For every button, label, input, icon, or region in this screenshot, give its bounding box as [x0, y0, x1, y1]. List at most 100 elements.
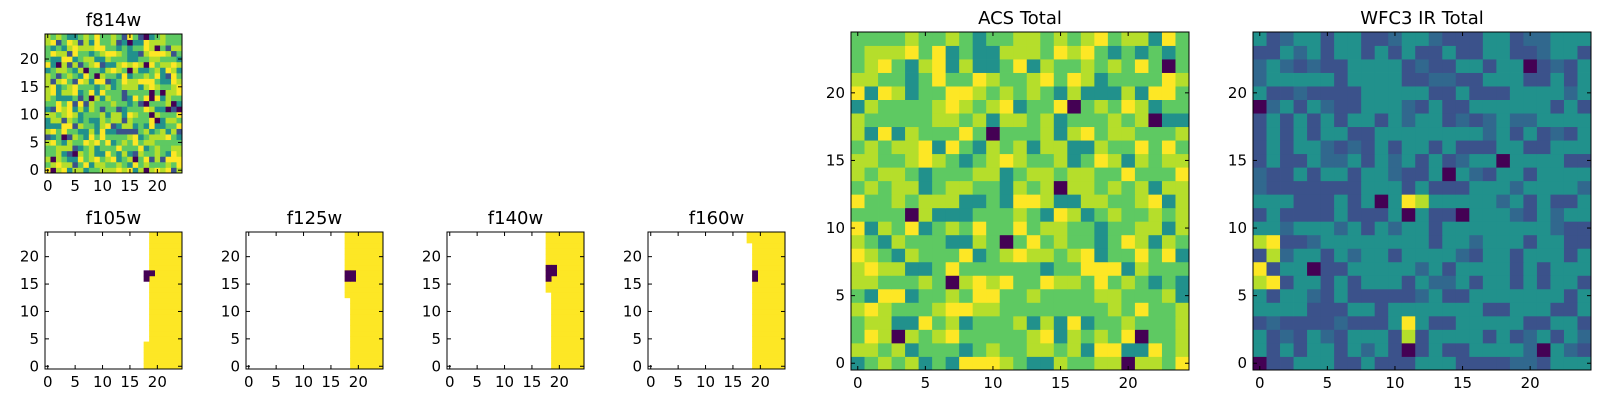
heatmap-cell [116, 139, 123, 146]
filled-row [143, 358, 183, 364]
heatmap-cell [1388, 72, 1403, 87]
heatmap-cell [1148, 302, 1163, 317]
heatmap-cell [1013, 32, 1028, 46]
y-tick-label: 20 [20, 248, 39, 266]
heatmap-cell [1415, 315, 1430, 330]
heatmap-cell [986, 356, 1001, 371]
heatmap-cell [83, 122, 90, 129]
heatmap-cell [918, 45, 933, 60]
heatmap-cell [1469, 140, 1484, 155]
x-tick-label: 15 [522, 373, 541, 391]
heatmap-cell [1482, 167, 1497, 182]
heatmap-cell [143, 270, 150, 277]
heatmap-cell [1053, 248, 1068, 263]
heatmap-cell [878, 32, 892, 46]
heatmap-cell [999, 329, 1014, 344]
heatmap-cell [1094, 45, 1109, 60]
chart-title: f125w [287, 208, 342, 229]
heatmap-cell [972, 99, 987, 114]
heatmap-cell [1469, 342, 1484, 357]
heatmap-cell [45, 150, 51, 157]
heatmap-cell [851, 113, 865, 128]
heatmap-cell [154, 139, 161, 146]
heatmap-cell [77, 156, 84, 163]
heatmap-cell [165, 89, 172, 96]
heatmap-cell [1550, 113, 1565, 128]
heatmap-cell [1067, 356, 1082, 371]
heatmap-cell [1175, 32, 1190, 46]
heatmap-cell [1347, 248, 1362, 263]
heatmap-cell [94, 156, 101, 163]
heatmap-cell [1455, 342, 1470, 357]
heatmap-cell [165, 56, 172, 63]
heatmap-cell [171, 84, 177, 90]
heatmap-cell [1469, 99, 1484, 114]
heatmap-cell [1134, 342, 1149, 357]
heatmap-cell [171, 100, 177, 107]
heatmap-cell [1496, 315, 1511, 330]
heatmap-cell [1148, 32, 1163, 46]
heatmap-cell [1134, 261, 1149, 276]
filled-row [350, 358, 384, 364]
heatmap-cell [905, 275, 919, 290]
heatmap-cell [1428, 342, 1443, 357]
y-tick-label: 0 [632, 357, 642, 375]
heatmap-cell [1509, 153, 1524, 168]
heatmap-cell [72, 89, 79, 96]
heatmap-cell [83, 111, 90, 118]
filled-row [149, 308, 183, 315]
heatmap-cell [138, 122, 145, 129]
heatmap-cell [1026, 140, 1041, 155]
heatmap-cell [1253, 221, 1267, 236]
heatmap-cell [121, 145, 128, 152]
heatmap-cell [999, 302, 1014, 317]
heatmap-cell [1469, 113, 1484, 128]
heatmap-cell [1455, 99, 1470, 114]
heatmap-cell [918, 113, 933, 128]
x-tick-label: 10 [294, 373, 313, 391]
heatmap-cell [1040, 221, 1055, 236]
heatmap-cell [986, 167, 1001, 182]
heatmap-cell [83, 50, 90, 57]
heatmap-cell [1026, 32, 1041, 46]
heatmap-cell [1148, 180, 1163, 195]
heatmap-cell [1361, 72, 1376, 87]
heatmap-cell [1509, 261, 1524, 276]
heatmap-cell [61, 84, 68, 90]
heatmap-cell [45, 50, 51, 57]
heatmap-cell [72, 45, 79, 52]
heatmap-cell [1415, 32, 1430, 46]
heatmap-cell [972, 194, 987, 209]
heatmap-cell [1107, 288, 1122, 303]
heatmap-cell [1121, 99, 1136, 114]
heatmap-cell [986, 302, 1001, 317]
y-tick-label: 10 [221, 302, 240, 320]
heatmap-cell [61, 89, 68, 96]
heatmap-cell [1253, 207, 1267, 222]
heatmap-cell [1134, 126, 1149, 141]
heatmap-cell [344, 270, 351, 277]
heatmap-cell [999, 167, 1014, 182]
heatmap-cell [1509, 315, 1524, 330]
heatmap-cell [1094, 221, 1109, 236]
filled-row [143, 347, 183, 353]
heatmap-cell [1320, 45, 1335, 60]
heatmap-cell [1563, 72, 1578, 87]
heatmap-cell [110, 100, 117, 107]
heatmap-cell [1040, 194, 1055, 209]
heatmap-cell [959, 248, 974, 263]
heatmap-cell [1040, 261, 1055, 276]
heatmap-cell [1307, 248, 1321, 263]
heatmap-cell [1026, 194, 1041, 209]
heatmap-cell [1107, 221, 1122, 236]
heatmap-cell [1577, 59, 1592, 73]
heatmap-cell [83, 167, 90, 174]
heatmap-cell [1175, 86, 1190, 100]
heatmap-cell [88, 89, 95, 96]
heatmap-cell [905, 356, 919, 371]
heatmap-cell [1161, 194, 1176, 209]
heatmap-cell [1280, 32, 1294, 46]
heatmap-cell [1161, 275, 1176, 290]
chart-title: ACS Total [978, 8, 1062, 29]
heatmap-cell [105, 100, 112, 107]
